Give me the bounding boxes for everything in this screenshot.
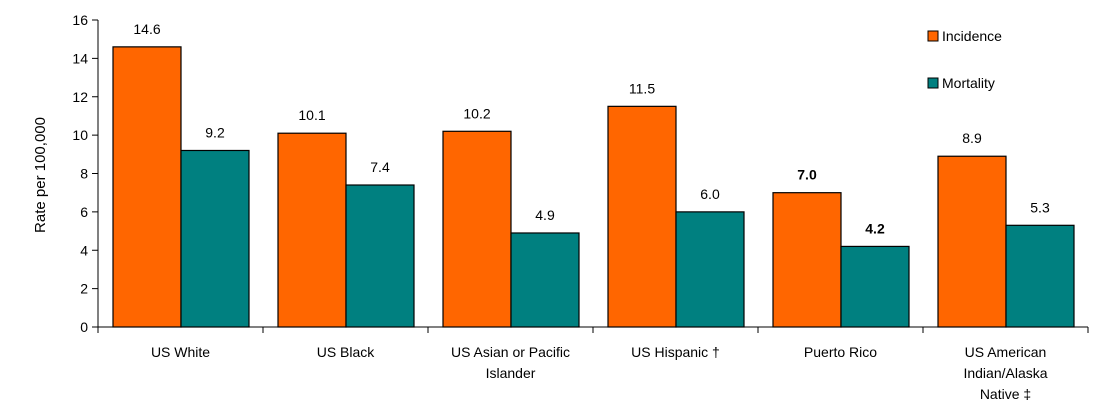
category-label-line: US American (965, 344, 1047, 360)
y-tick-label: 0 (80, 319, 88, 335)
y-tick-label: 14 (72, 50, 88, 66)
bar-mortality (510, 232, 580, 328)
category-label-line: US White (151, 344, 210, 360)
data-label: 10.2 (463, 105, 490, 121)
legend: Incidence Mortality (927, 28, 1002, 91)
legend-label: Incidence (942, 28, 1002, 44)
bar-mortality (675, 211, 745, 328)
data-label: 9.2 (205, 124, 225, 140)
category-label: US American Indian/Alaska Native ‡ (963, 344, 1047, 402)
y-tick-label: 2 (80, 281, 88, 297)
data-label: 7.0 (797, 167, 817, 183)
y-tick-label: 10 (72, 127, 88, 143)
bar-mortality (840, 245, 910, 328)
data-label: 11.5 (629, 80, 655, 96)
data-label: 5.3 (1030, 199, 1050, 215)
y-axis-title: Rate per 100,000 (32, 117, 49, 233)
bar-incidence (112, 46, 182, 328)
category-label: US Black (317, 344, 376, 360)
bar-incidence (772, 192, 842, 328)
bar-incidence (277, 132, 347, 328)
data-label: 4.9 (535, 207, 555, 223)
category-label: Puerto Rico (804, 344, 877, 360)
category-label-line: Native ‡ (980, 386, 1031, 402)
bars: 14.6 10.1 10.2 11.5 7.0 8.9 9.2 7.4 4.9 6.0 4.2 5.3 (112, 21, 1075, 328)
x-axis: US White US Black US Asian or Pacific Islan… (97, 326, 1089, 402)
bar-incidence (442, 130, 512, 328)
category-label: US Asian or Pacific Islander (451, 344, 570, 381)
y-tick-label: 6 (80, 204, 88, 220)
category-label-line: US Asian or Pacific (451, 344, 570, 360)
category-label: US White (151, 344, 210, 360)
y-tick-label: 8 (80, 166, 88, 182)
data-label: 8.9 (962, 130, 982, 146)
y-tick-label: 12 (72, 89, 88, 105)
bar-mortality (345, 184, 415, 328)
bar-mortality (1005, 224, 1075, 328)
bar-incidence (607, 105, 677, 328)
category-label-line: US Hispanic † (631, 344, 720, 360)
category-label-line: US Black (317, 344, 376, 360)
bar-mortality (180, 149, 250, 328)
data-label: 4.2 (865, 220, 885, 236)
data-label: 7.4 (370, 159, 390, 175)
bar-incidence (937, 155, 1007, 328)
data-label: 10.1 (298, 107, 325, 123)
y-axis: 0 2 4 6 8 10 12 14 16 (72, 12, 99, 335)
category-label-line: Islander (486, 365, 536, 381)
legend-swatch (927, 77, 939, 89)
category-label-line: Puerto Rico (804, 344, 877, 360)
category-label: US Hispanic † (631, 344, 720, 360)
legend-label: Mortality (942, 75, 995, 91)
data-label: 6.0 (700, 186, 720, 202)
legend-swatch (927, 30, 939, 42)
category-label-line: Indian/Alaska (963, 365, 1047, 381)
y-tick-label: 16 (72, 12, 88, 28)
y-tick-label: 4 (80, 242, 88, 258)
data-label: 14.6 (133, 21, 160, 37)
